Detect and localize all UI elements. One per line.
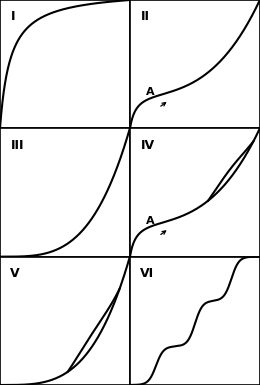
Text: I: I xyxy=(10,10,15,23)
Text: II: II xyxy=(140,10,150,23)
Text: A: A xyxy=(146,87,154,97)
Text: VI: VI xyxy=(140,267,154,280)
Text: V: V xyxy=(10,267,20,280)
Text: III: III xyxy=(10,139,24,152)
Text: A: A xyxy=(146,216,154,226)
Text: IV: IV xyxy=(140,139,154,152)
